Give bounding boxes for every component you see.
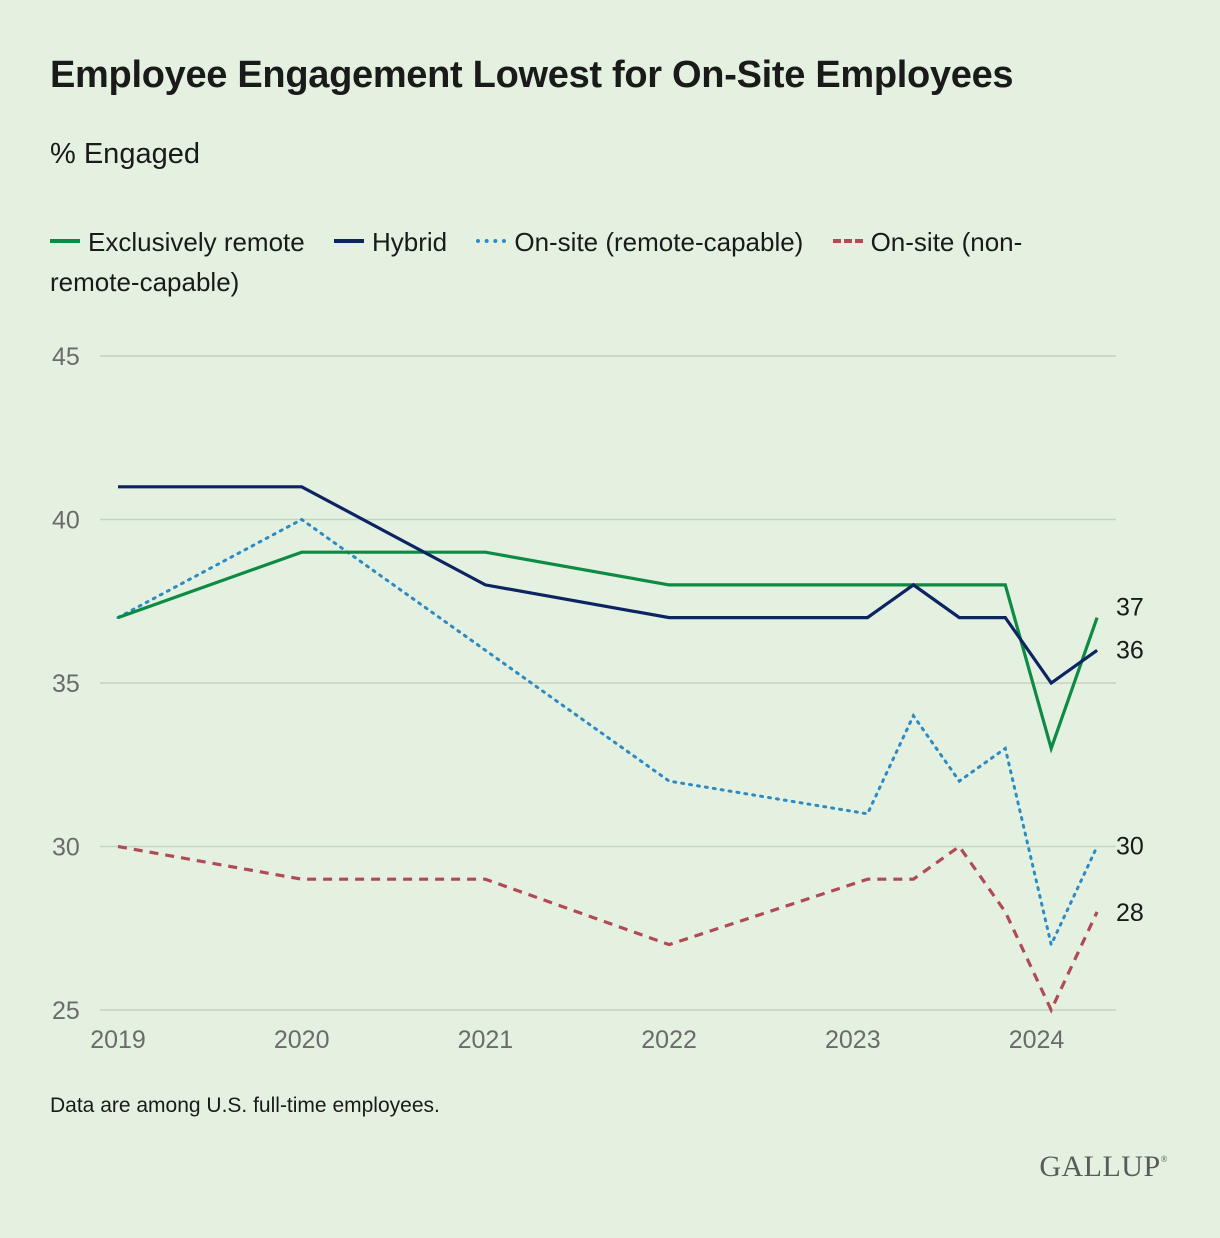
y-tick-label: 35: [52, 670, 80, 698]
y-tick-label: 45: [52, 343, 80, 371]
legend-label: Hybrid: [371, 227, 448, 257]
chart-subtitle: % Engaged: [50, 138, 200, 170]
x-axis-ticks: 2019 2020 2021 2022 2023 2024: [90, 1026, 1064, 1054]
series-lines: [116, 485, 1099, 1014]
series-line-4: [117, 844, 1099, 1014]
legend-item-1: Exclusively remote: [50, 227, 305, 257]
legend-item-2: Hybrid: [333, 227, 448, 257]
end-label-2: 36: [1116, 636, 1144, 664]
legend-label: On-site (remote-capable): [514, 227, 804, 257]
legend-item-4: On-site (non-remote-capable): [50, 227, 1022, 297]
legend-swatch: [476, 239, 507, 244]
y-tick-label: 25: [52, 997, 80, 1025]
legend: Exclusively remote Hybrid On-site (remot…: [50, 222, 1110, 302]
legend-label: On-site (non-remote-capable): [50, 227, 1023, 297]
grid-lines: [100, 355, 1116, 1011]
legend-label: Exclusively remote: [88, 227, 305, 257]
y-axis-ticks: 25 30 35 40 45: [52, 343, 80, 1025]
gallup-logo: GALLUP®: [1039, 1150, 1168, 1183]
legend-item-3: On-site (remote-capable): [476, 227, 803, 257]
end-labels: 28 30 37 36: [1116, 594, 1144, 927]
end-label-4: 28: [1116, 899, 1144, 927]
x-tick-label: 2024: [1009, 1026, 1065, 1054]
end-label-1: 37: [1116, 594, 1144, 622]
footnote: Data are among U.S. full-time employees.: [50, 1094, 440, 1117]
legend-swatch: [832, 239, 863, 244]
series-line-3: [116, 517, 1099, 950]
series-line-2: [118, 485, 1099, 686]
legend-swatch: [50, 239, 80, 244]
series-line-1: [117, 550, 1099, 754]
x-tick-label: 2021: [458, 1026, 514, 1054]
end-label-3: 30: [1116, 833, 1144, 861]
x-tick-label: 2022: [641, 1026, 697, 1054]
x-tick-label: 2019: [90, 1026, 146, 1054]
x-tick-label: 2023: [825, 1026, 881, 1054]
y-tick-label: 30: [52, 834, 80, 862]
x-tick-label: 2020: [274, 1026, 330, 1054]
chart-title: Employee Engagement Lowest for On-Site E…: [50, 54, 1014, 96]
legend-swatch: [333, 239, 364, 244]
y-tick-label: 40: [52, 507, 80, 535]
